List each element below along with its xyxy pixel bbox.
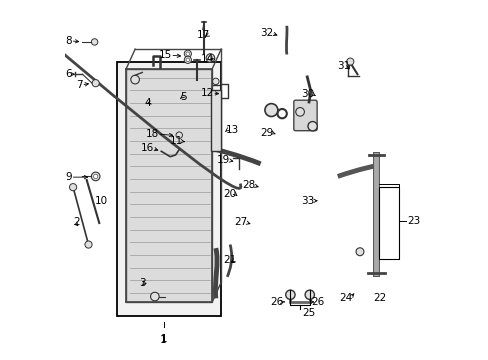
Text: 1: 1 [161, 333, 167, 343]
Text: 30: 30 [301, 89, 314, 99]
Text: 23: 23 [406, 216, 419, 226]
Text: 29: 29 [260, 128, 273, 138]
Text: 26: 26 [310, 297, 324, 307]
Bar [210, 90, 221, 151]
Bar [117, 62, 221, 316]
Text: 10: 10 [94, 196, 107, 206]
Text: 25: 25 [301, 308, 314, 318]
Circle shape [69, 184, 77, 191]
Text: 18: 18 [145, 129, 159, 139]
Circle shape [285, 290, 294, 300]
Text: 22: 22 [372, 293, 386, 303]
Circle shape [176, 132, 182, 138]
Text: 3: 3 [139, 278, 145, 288]
Text: 26: 26 [269, 297, 283, 307]
Circle shape [307, 122, 317, 131]
Circle shape [295, 108, 304, 116]
Circle shape [85, 241, 92, 248]
Text: 1: 1 [160, 334, 166, 345]
Circle shape [355, 248, 363, 256]
Text: 5: 5 [180, 92, 187, 102]
Text: 16: 16 [141, 143, 154, 153]
Circle shape [305, 290, 314, 300]
Text: 31: 31 [336, 61, 349, 71]
Circle shape [212, 78, 219, 85]
Circle shape [91, 172, 100, 181]
Circle shape [208, 56, 212, 60]
Text: 21: 21 [223, 255, 236, 265]
Text: 6: 6 [65, 69, 72, 79]
Text: 8: 8 [65, 36, 72, 46]
Text: 20: 20 [223, 189, 236, 199]
Text: 12: 12 [201, 88, 214, 98]
Circle shape [185, 58, 189, 62]
Text: 13: 13 [225, 125, 239, 135]
Text: 14: 14 [200, 54, 213, 64]
Text: 32: 32 [260, 28, 273, 38]
Circle shape [131, 75, 139, 84]
Circle shape [185, 52, 189, 55]
FancyBboxPatch shape [293, 100, 317, 131]
Circle shape [92, 80, 99, 87]
Circle shape [184, 56, 191, 63]
Bar [378, 187, 398, 259]
Circle shape [93, 174, 98, 179]
Text: 19: 19 [217, 155, 230, 165]
Text: 2: 2 [73, 217, 80, 227]
Text: 27: 27 [234, 217, 247, 227]
Circle shape [184, 50, 191, 57]
Text: 4: 4 [144, 98, 151, 108]
Circle shape [264, 104, 277, 117]
Text: 9: 9 [65, 172, 72, 182]
Text: 7: 7 [76, 80, 83, 90]
Text: 15: 15 [159, 50, 172, 60]
Text: 24: 24 [338, 293, 351, 303]
Text: 28: 28 [242, 180, 255, 190]
Text: 33: 33 [301, 196, 314, 206]
Text: 17: 17 [197, 30, 210, 40]
Circle shape [346, 58, 353, 65]
Circle shape [206, 54, 214, 62]
Text: 11: 11 [170, 136, 183, 146]
Circle shape [91, 39, 98, 45]
Bar [126, 69, 212, 302]
Circle shape [150, 292, 159, 301]
